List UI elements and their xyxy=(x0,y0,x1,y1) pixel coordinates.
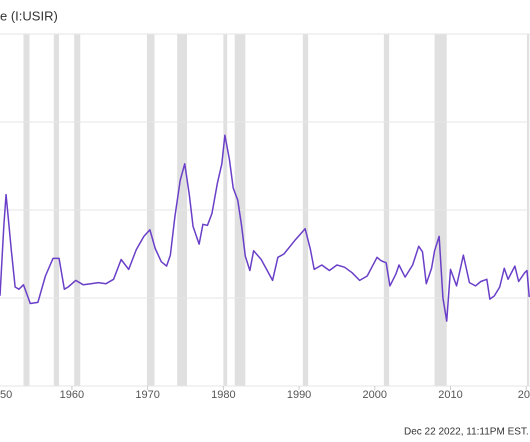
x-tick-label: 1970 xyxy=(135,389,159,401)
x-tick-label: 1990 xyxy=(287,389,311,401)
x-tick-label: 2010 xyxy=(438,389,462,401)
x-tick-label: 20 xyxy=(518,389,530,401)
x-tick-label: 1980 xyxy=(211,389,235,401)
plot xyxy=(0,134,530,322)
grid xyxy=(0,33,530,387)
footer: Dec 22 2022, 11:11PM EST. Powere xyxy=(404,427,530,438)
x-axis: 50 1960 1970 1980 1990 2000 2010 20 xyxy=(0,386,530,401)
chart-title: e (I:USIR) xyxy=(0,8,58,23)
line-series xyxy=(0,134,530,322)
x-tick-label: 2000 xyxy=(363,389,387,401)
x-tick-label: 1960 xyxy=(60,389,84,401)
x-tick-label: 50 xyxy=(0,389,12,401)
